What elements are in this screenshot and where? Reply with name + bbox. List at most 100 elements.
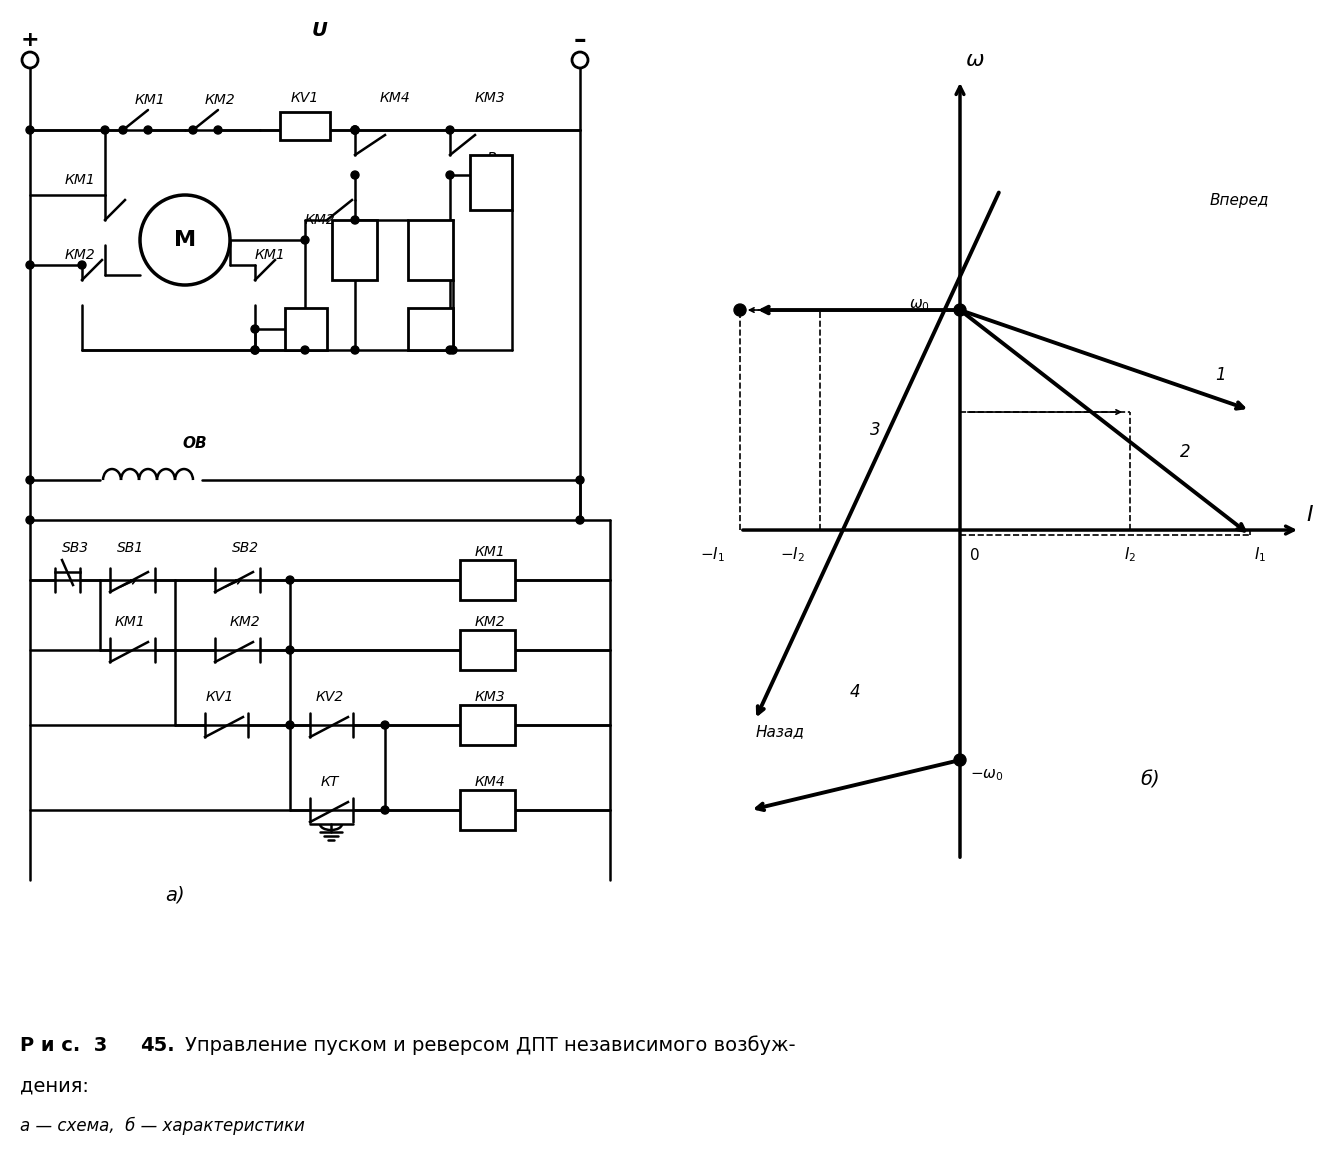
Text: SB1: SB1 [117,541,144,555]
Text: $\omega_0$: $\omega_0$ [910,297,930,312]
Circle shape [576,515,584,524]
Text: $I$: $I$ [1306,505,1314,525]
Circle shape [380,721,388,729]
Text: КМ2: КМ2 [230,615,261,629]
Bar [281,111,330,140]
Text: КМ1: КМ1 [475,545,505,560]
Bar [460,789,515,830]
Circle shape [351,171,359,179]
Text: КМ4: КМ4 [475,776,505,789]
Text: КМ1: КМ1 [254,248,286,262]
Text: КМ2: КМ2 [65,248,96,262]
Text: $-I_2$: $-I_2$ [781,546,805,564]
Text: +: + [21,30,40,50]
Text: $R_x$: $R_x$ [485,151,504,170]
Text: $R_{д2}$: $R_{д2}$ [418,221,443,240]
Circle shape [351,127,359,134]
Circle shape [351,346,359,354]
Circle shape [27,515,35,524]
Text: КМ4: КМ4 [379,91,411,104]
Circle shape [251,346,259,354]
Circle shape [23,52,39,68]
Bar [469,156,512,210]
Text: 4: 4 [850,683,861,701]
Circle shape [144,127,152,134]
Circle shape [351,127,359,134]
Circle shape [446,127,454,134]
Bar [460,705,515,745]
Text: КМ3: КМ3 [475,690,505,704]
Text: –: – [573,28,587,52]
Text: U: U [313,21,329,39]
Text: Р и с.  3: Р и с. 3 [20,1036,108,1055]
Circle shape [286,721,294,729]
Circle shape [572,52,588,68]
Circle shape [301,236,309,244]
Text: КТ: КТ [321,776,339,789]
Circle shape [140,195,230,284]
Circle shape [576,476,584,484]
Circle shape [450,346,458,354]
Circle shape [301,346,309,354]
Text: КМ2: КМ2 [205,93,235,107]
Circle shape [446,171,454,179]
Bar [460,630,515,670]
Text: дения:: дения: [20,1076,89,1095]
Text: 0: 0 [970,548,980,563]
Circle shape [101,127,109,134]
Text: SB3: SB3 [61,541,89,555]
Circle shape [214,127,222,134]
Text: Управление пуском и реверсом ДПТ независимого возбуж-: Управление пуском и реверсом ДПТ независ… [185,1036,795,1055]
Circle shape [27,127,35,134]
Text: КТ: КТ [420,308,439,322]
Text: $-\omega_0$: $-\omega_0$ [970,767,1004,783]
Text: M: M [174,230,196,250]
Text: КМ3: КМ3 [475,91,505,104]
Bar [408,221,454,280]
Circle shape [954,753,966,766]
Text: $R_{д1}$: $R_{д1}$ [346,221,371,240]
Text: 45.: 45. [140,1036,174,1055]
Circle shape [251,346,259,354]
Circle shape [27,476,35,484]
Circle shape [351,216,359,224]
Text: Вперед: Вперед [1210,193,1269,208]
Text: SB2: SB2 [231,541,258,555]
Bar [332,221,376,280]
Text: КМ1: КМ1 [134,93,165,107]
Text: КV2: КV2 [295,308,325,322]
Text: КМ1: КМ1 [65,173,96,187]
Circle shape [446,346,454,354]
Text: 2: 2 [1180,444,1190,461]
Bar [408,308,454,349]
Circle shape [954,304,966,316]
Text: 1: 1 [1214,366,1225,384]
Text: Назад: Назад [755,724,805,740]
Circle shape [189,127,197,134]
Circle shape [286,646,294,654]
Text: КМ1: КМ1 [114,615,145,629]
Text: КМ2: КМ2 [475,615,505,629]
Text: КV1: КV1 [206,690,234,704]
Circle shape [78,261,86,269]
Circle shape [734,304,746,316]
Text: КМ2: КМ2 [305,212,335,228]
Text: 3: 3 [870,421,880,439]
Circle shape [118,127,126,134]
Text: $I_2$: $I_2$ [1124,546,1136,564]
Text: ОВ: ОВ [182,435,207,450]
Circle shape [380,806,388,814]
Text: КV2: КV2 [317,690,344,704]
Text: а): а) [165,886,185,904]
Circle shape [251,325,259,333]
Bar [285,308,327,349]
Circle shape [27,261,35,269]
Text: а — схема,  б — характеристики: а — схема, б — характеристики [20,1117,305,1135]
Text: $I_1$: $I_1$ [1254,546,1266,564]
Circle shape [351,127,359,134]
Text: КV1: КV1 [291,91,319,104]
Text: $\omega$: $\omega$ [966,50,984,70]
Text: $-I_1$: $-I_1$ [700,546,725,564]
Circle shape [286,576,294,584]
Bar [460,560,515,600]
